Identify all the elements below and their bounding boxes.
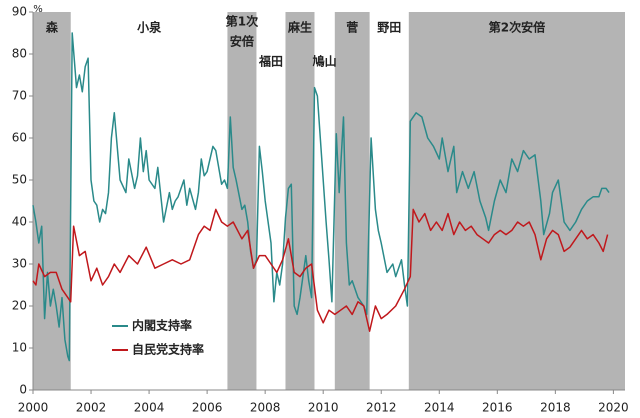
x-tick-label: 2014 [424, 401, 455, 415]
legend-label: 自民党支持率 [132, 342, 204, 357]
period-band [334, 12, 370, 390]
period-label: 野田 [377, 21, 401, 35]
x-tick-label: 2018 [540, 401, 571, 415]
series-line [32, 32, 610, 362]
x-tick-label: 2010 [308, 401, 339, 415]
period-label: 森 [46, 20, 59, 35]
period-band [285, 12, 315, 390]
y-tick-label: 20 [12, 299, 27, 313]
y-tick-label: 50 [12, 173, 27, 187]
period-label: 第2次安倍 [488, 20, 545, 35]
legend-label: 内閣支持率 [132, 318, 192, 333]
x-tick-label: 2002 [76, 401, 107, 415]
series-line [32, 208, 609, 332]
x-tick-label: 2006 [192, 401, 223, 415]
y-tick-label: 60 [12, 131, 27, 145]
y-tick-label: 80 [12, 47, 27, 61]
period-label: 福田 [258, 54, 283, 69]
y-axis-unit: % [33, 4, 43, 15]
y-tick-label: 10 [12, 341, 27, 355]
x-tick-label: 2008 [250, 401, 281, 415]
period-band [227, 12, 257, 390]
period-label: 第1次 [225, 14, 258, 29]
y-tick-label: 90 [12, 5, 27, 19]
period-label: 菅 [346, 20, 358, 35]
period-label: 麻生 [287, 20, 312, 35]
period-band [408, 12, 625, 390]
period-label: 小泉 [137, 20, 162, 35]
y-tick-label: 70 [12, 89, 27, 103]
y-tick-label: 30 [12, 257, 27, 271]
x-tick-label: 2020 [598, 401, 629, 415]
x-tick-label: 2004 [134, 401, 165, 415]
x-tick-label: 2012 [366, 401, 397, 415]
y-tick-label: 0 [19, 383, 27, 397]
period-label: 鳩山 [313, 54, 337, 69]
y-tick-label: 40 [12, 215, 27, 229]
period-label: 安倍 [230, 34, 254, 49]
x-tick-label: 2000 [18, 401, 49, 415]
x-tick-label: 2016 [482, 401, 513, 415]
